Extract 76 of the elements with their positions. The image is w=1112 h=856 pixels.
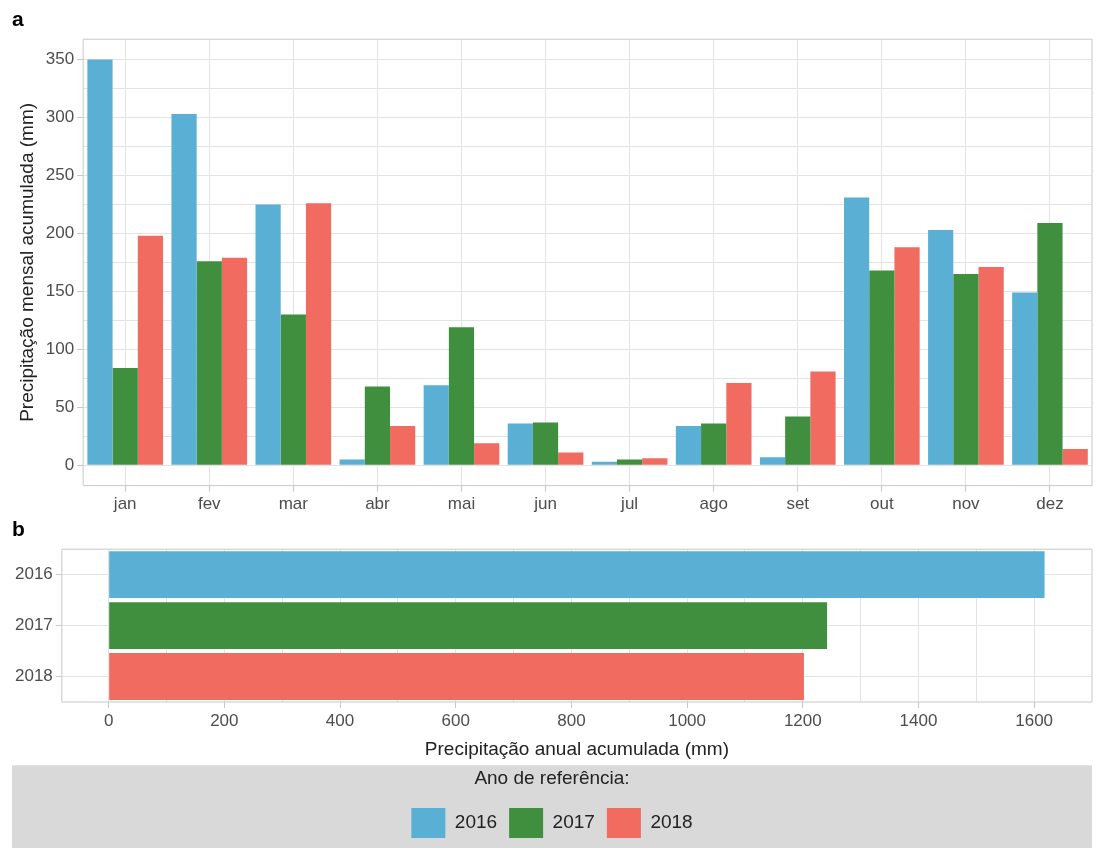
chart-title: a [12, 7, 24, 31]
bar [701, 423, 727, 465]
bar [726, 382, 752, 465]
bar [894, 247, 920, 465]
x-axis-title: Precipitação anual acumulada (mm) [424, 738, 729, 760]
bar [928, 229, 954, 465]
bar [137, 235, 164, 465]
bar [423, 385, 449, 465]
x-tick-label: 1200 [783, 710, 822, 730]
chart-title: b [12, 517, 25, 541]
x-tick-label: dez [1036, 494, 1064, 514]
x-tick-label: 400 [325, 710, 355, 730]
x-tick-label: jan [112, 494, 137, 514]
x-tick-label: 1000 [668, 710, 707, 730]
bar [591, 461, 618, 465]
bar [364, 386, 391, 465]
x-tick-label: 1400 [899, 710, 938, 730]
bar [390, 425, 416, 465]
bar [221, 257, 248, 465]
x-tick-label: mai [447, 494, 476, 514]
bar [507, 423, 533, 465]
y-tick-label: 2017 [14, 615, 53, 635]
bar [112, 367, 138, 465]
legend-label: 2017 [552, 811, 595, 833]
x-tick-label: ago [699, 494, 728, 514]
x-tick-label: out [870, 494, 894, 514]
bar [196, 261, 222, 465]
bar [810, 371, 836, 465]
y-tick-label: 50 [55, 397, 75, 417]
y-tick-label: 2018 [14, 666, 53, 686]
bar [255, 204, 281, 465]
x-tick-label: fev [197, 494, 222, 514]
bar [474, 443, 500, 465]
x-tick-label: 0 [103, 710, 114, 730]
x-tick-label: jun [533, 494, 557, 514]
x-tick-label: 600 [441, 710, 470, 730]
bar [953, 274, 979, 465]
bar [642, 458, 668, 465]
y-tick-label: 250 [45, 165, 75, 185]
y-tick-label: 0 [64, 455, 75, 474]
x-tick-label: abr [365, 494, 391, 514]
bar [558, 452, 584, 465]
bar [171, 113, 197, 465]
bar [759, 457, 786, 465]
y-tick-label: 300 [45, 107, 75, 127]
y-tick-label: 350 [45, 49, 75, 69]
bar [617, 459, 643, 465]
bar [305, 203, 332, 465]
legend-label: 2016 [454, 811, 498, 833]
bar [1037, 222, 1063, 465]
x-tick-label: mar [278, 494, 309, 514]
bar [532, 422, 559, 465]
bar [785, 416, 811, 465]
x-tick-label: 1600 [1015, 710, 1054, 730]
y-tick-label: 2016 [14, 564, 53, 584]
x-tick-label: set [786, 494, 810, 514]
legend-label: 2018 [650, 811, 693, 833]
bar [280, 314, 306, 465]
bar [843, 197, 870, 465]
bar [675, 425, 702, 465]
y-tick-label: 150 [45, 281, 75, 301]
x-tick-label: 200 [210, 710, 239, 730]
legend-title: Ano de referência: [474, 766, 630, 788]
bar [448, 327, 475, 465]
y-tick-label: 100 [45, 339, 75, 359]
bar [1062, 449, 1088, 465]
bar [87, 59, 113, 465]
x-tick-label: 800 [557, 710, 586, 730]
bar [339, 459, 365, 465]
y-tick-label: 200 [45, 223, 75, 243]
x-tick-label: jul [620, 494, 639, 514]
x-tick-label: nov [952, 494, 981, 514]
bar [1012, 292, 1038, 465]
y-axis-title: Precipitação mensal acumulada (mm) [15, 102, 37, 422]
bar [869, 270, 895, 465]
bar [978, 267, 1004, 465]
